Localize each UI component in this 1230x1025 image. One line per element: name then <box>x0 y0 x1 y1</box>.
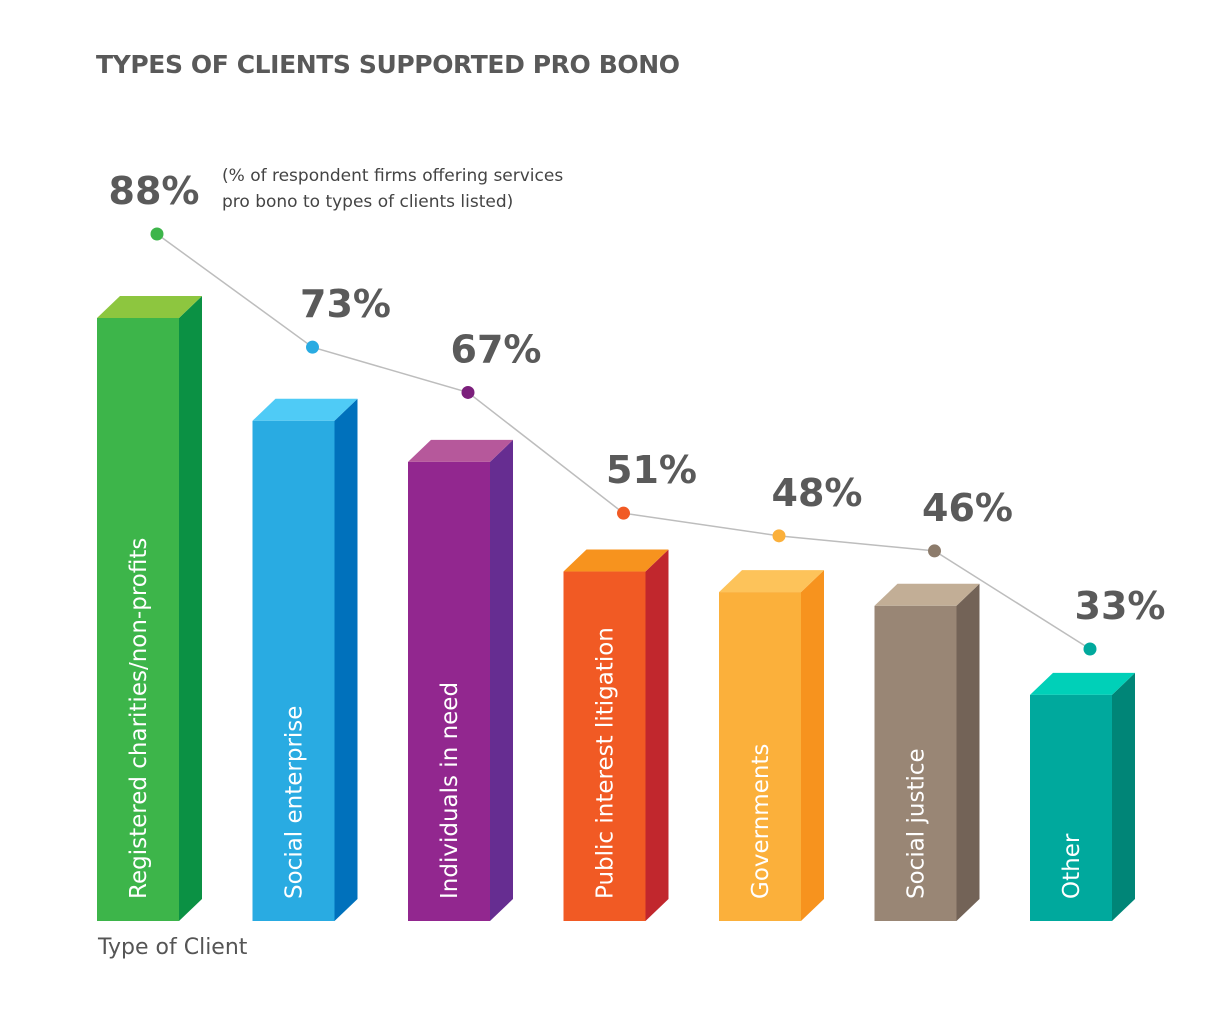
bar-front <box>563 571 646 921</box>
category-label: Governments <box>748 744 774 899</box>
bar-side <box>179 296 202 921</box>
chart-title: TYPES OF CLIENTS SUPPORTED PRO BONO <box>96 50 680 79</box>
bar-top <box>874 583 980 606</box>
bars-layer: Registered charities/non-profits Social e… <box>97 296 1135 922</box>
chart-note: (% of respondent firms offering services… <box>222 166 564 212</box>
bar-5: Governments <box>719 570 824 921</box>
data-point-marker <box>306 340 319 354</box>
bar-1: Registered charities/non-profits <box>97 296 202 921</box>
data-point-marker <box>1083 642 1097 656</box>
bar-side <box>490 439 513 921</box>
bar-front <box>719 592 801 921</box>
bar-side <box>334 398 358 922</box>
x-axis-label: Type of Client <box>98 935 248 960</box>
category-label: Individuals in need <box>437 682 463 899</box>
category-label: Social enterprise <box>282 706 308 899</box>
value-label: 33% <box>1075 584 1166 628</box>
data-point-marker <box>772 529 786 543</box>
value-label: 73% <box>300 282 391 326</box>
data-point-marker <box>461 385 475 399</box>
bar-3: Individuals in need <box>408 439 513 921</box>
bar-top <box>563 549 669 572</box>
bar-side <box>1112 672 1135 921</box>
category-label: Social justice <box>904 748 930 899</box>
bar-side <box>645 549 669 921</box>
bar-side <box>956 583 980 921</box>
bar-4: Public interest litigation <box>563 549 669 921</box>
bar-front <box>97 318 179 921</box>
category-label: Other <box>1059 833 1085 899</box>
category-label: Public interest litigation <box>593 627 619 899</box>
bar-top <box>252 398 358 421</box>
bar-7: Other <box>1030 672 1135 921</box>
bar-top <box>97 296 202 318</box>
value-labels-layer: 88% 73% 67% 51% 48% 46% 33% <box>109 169 1166 628</box>
value-label: 51% <box>606 448 697 492</box>
bar-front <box>252 420 335 921</box>
bar-front <box>1030 694 1112 921</box>
data-point-marker <box>928 544 941 558</box>
bar-2: Social enterprise <box>252 398 358 922</box>
bar-top <box>408 439 513 462</box>
bar-top <box>719 570 824 593</box>
value-label: 46% <box>922 486 1013 530</box>
trend-line-layer <box>150 227 1097 656</box>
bar-front <box>408 461 490 921</box>
value-label: 67% <box>451 327 542 371</box>
bar-front <box>874 605 957 921</box>
bar-side <box>801 570 824 921</box>
category-label: Registered charities/non-profits <box>126 538 152 899</box>
data-point-marker <box>150 227 164 241</box>
value-label: 48% <box>772 471 863 515</box>
bar-top <box>1030 672 1135 695</box>
value-label: 88% <box>109 169 200 213</box>
bar-6: Social justice <box>874 583 980 921</box>
data-point-marker <box>617 506 630 520</box>
